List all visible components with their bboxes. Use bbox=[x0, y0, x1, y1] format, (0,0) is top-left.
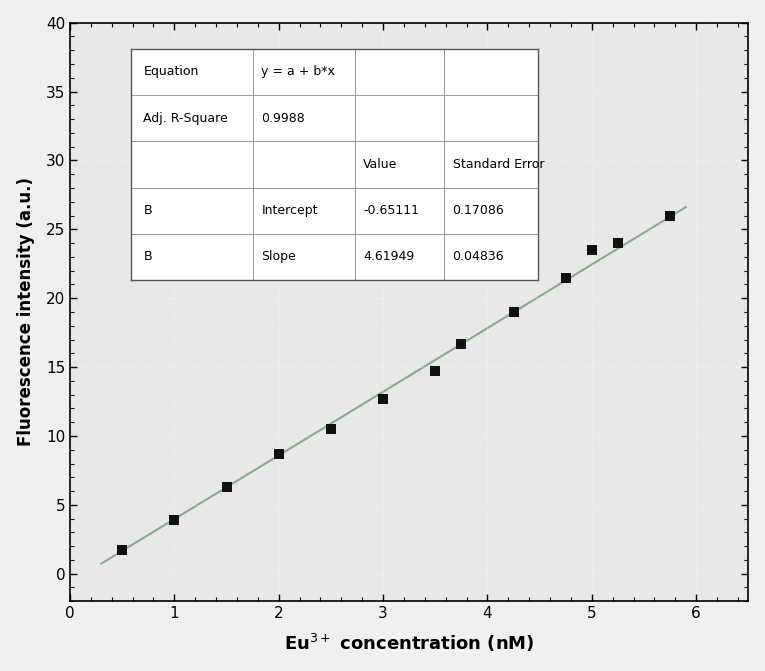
Point bbox=[586, 245, 598, 256]
Point bbox=[220, 482, 233, 493]
Point bbox=[429, 366, 441, 376]
Point bbox=[116, 545, 129, 556]
Point bbox=[559, 272, 571, 283]
Point bbox=[272, 448, 285, 459]
Point bbox=[325, 423, 337, 434]
Point bbox=[455, 338, 467, 349]
X-axis label: Eu$^{3+}$ concentration (nM): Eu$^{3+}$ concentration (nM) bbox=[284, 632, 535, 654]
Point bbox=[377, 393, 389, 404]
Y-axis label: Fluorescence intensity (a.u.): Fluorescence intensity (a.u.) bbox=[17, 177, 34, 446]
Point bbox=[507, 307, 519, 317]
Point bbox=[168, 515, 181, 525]
Point bbox=[612, 238, 624, 248]
Point bbox=[664, 210, 676, 221]
